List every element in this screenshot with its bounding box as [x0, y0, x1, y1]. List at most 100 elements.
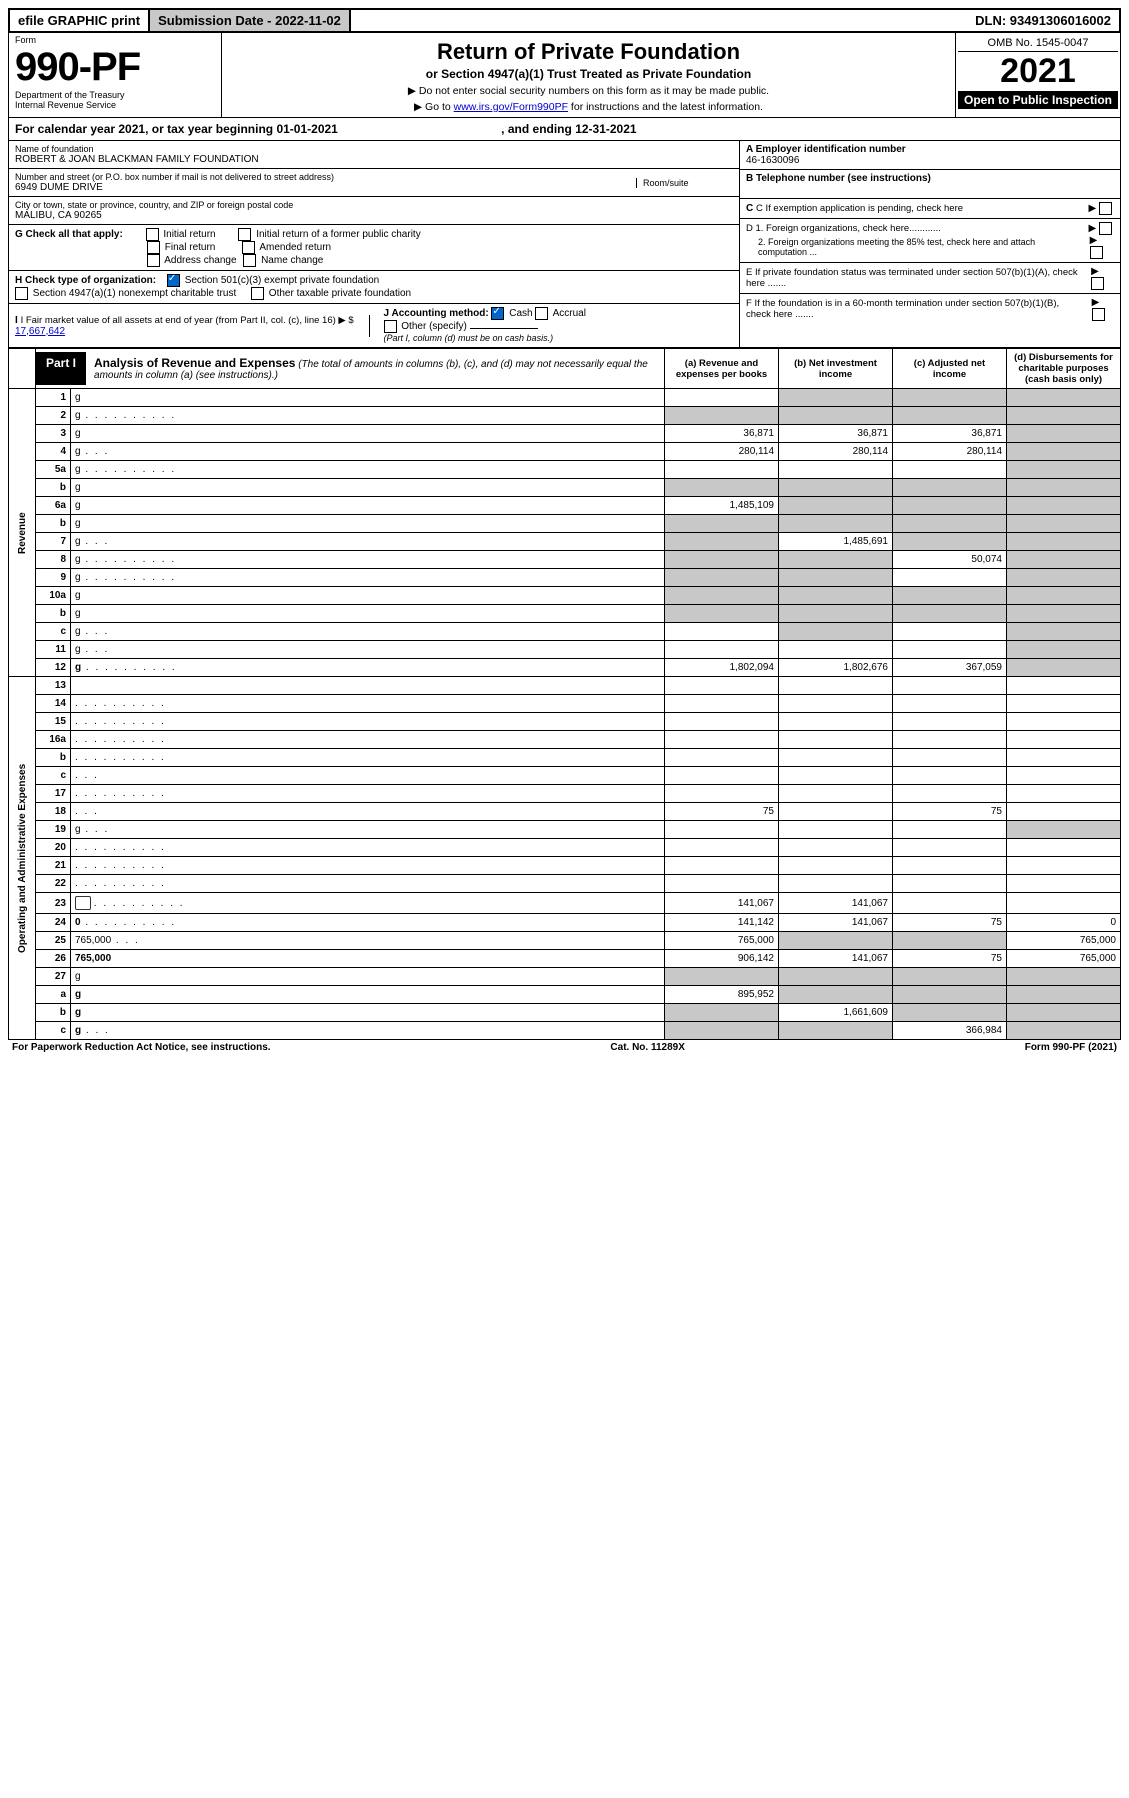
value-cell: 906,142 — [665, 950, 779, 968]
chk-accrual[interactable] — [535, 307, 548, 320]
line-description: g — [71, 1022, 665, 1040]
calendar-year-row: For calendar year 2021, or tax year begi… — [8, 118, 1121, 141]
form-link[interactable]: www.irs.gov/Form990PF — [454, 101, 568, 113]
value-cell — [665, 821, 779, 839]
street-address: 6949 DUME DRIVE — [15, 182, 334, 193]
value-cell: 895,952 — [665, 986, 779, 1004]
form-header: Form 990-PF Department of the Treasury I… — [8, 33, 1121, 118]
line-description — [71, 875, 665, 893]
table-row: 12g1,802,0941,802,676367,059 — [9, 659, 1121, 677]
line-number: 1 — [36, 389, 71, 407]
table-row: 26765,000906,142141,06775765,000 — [9, 950, 1121, 968]
line-description: g — [71, 443, 665, 461]
value-cell — [779, 713, 893, 731]
value-cell: 36,871 — [665, 425, 779, 443]
value-cell — [779, 623, 893, 641]
value-cell — [665, 461, 779, 479]
chk-final-return[interactable] — [147, 241, 160, 254]
chk-4947[interactable] — [15, 287, 28, 300]
chk-other-taxable[interactable] — [251, 287, 264, 300]
chk-e[interactable] — [1091, 277, 1104, 290]
line-description: 765,000 — [71, 932, 665, 950]
value-cell — [893, 731, 1007, 749]
line-number: 26 — [36, 950, 71, 968]
foundation-name-cell: Name of foundation ROBERT & JOAN BLACKMA… — [9, 141, 739, 169]
value-cell — [1007, 731, 1121, 749]
chk-other-method[interactable] — [384, 320, 397, 333]
value-cell — [893, 677, 1007, 695]
value-cell — [893, 695, 1007, 713]
table-row: bg — [9, 605, 1121, 623]
table-row: 16a — [9, 731, 1121, 749]
footer-right: Form 990-PF (2021) — [1025, 1042, 1117, 1053]
value-cell — [893, 968, 1007, 986]
chk-name-change[interactable] — [243, 254, 256, 267]
line-description: g — [71, 497, 665, 515]
value-cell — [893, 623, 1007, 641]
line-description — [71, 839, 665, 857]
section-d: D 1. Foreign organizations, check here..… — [740, 219, 1120, 263]
attachment-icon[interactable] — [75, 896, 91, 910]
value-cell — [1007, 767, 1121, 785]
form-title: Return of Private Foundation — [228, 39, 949, 65]
info-left: Name of foundation ROBERT & JOAN BLACKMA… — [9, 141, 739, 347]
line-description: g — [71, 659, 665, 677]
line-description: g — [71, 551, 665, 569]
line-number: 5a — [36, 461, 71, 479]
chk-c[interactable] — [1099, 202, 1112, 215]
line-description — [71, 713, 665, 731]
chk-d2[interactable] — [1090, 246, 1103, 259]
submission-date: Submission Date - 2022-11-02 — [150, 10, 351, 31]
chk-amended[interactable] — [242, 241, 255, 254]
table-row: bg — [9, 479, 1121, 497]
value-cell — [779, 968, 893, 986]
top-bar: efile GRAPHIC print Submission Date - 20… — [8, 8, 1121, 33]
value-cell — [1007, 968, 1121, 986]
chk-initial-return[interactable] — [146, 228, 159, 241]
line-number: 20 — [36, 839, 71, 857]
value-cell — [893, 389, 1007, 407]
section-c: C C If exemption application is pending,… — [740, 199, 1120, 219]
value-cell — [1007, 443, 1121, 461]
chk-d1[interactable] — [1099, 222, 1112, 235]
line-description: g — [71, 533, 665, 551]
table-row: 17 — [9, 785, 1121, 803]
value-cell — [1007, 1022, 1121, 1040]
value-cell — [665, 1004, 779, 1022]
value-cell: 1,802,676 — [779, 659, 893, 677]
chk-f[interactable] — [1092, 308, 1105, 321]
value-cell — [779, 389, 893, 407]
part1-table: Part I Analysis of Revenue and Expenses … — [8, 348, 1121, 1040]
value-cell — [893, 641, 1007, 659]
value-cell — [1007, 461, 1121, 479]
value-cell — [779, 932, 893, 950]
table-row: cg — [9, 623, 1121, 641]
table-row: 10ag — [9, 587, 1121, 605]
table-row: b — [9, 749, 1121, 767]
value-cell — [893, 821, 1007, 839]
value-cell — [779, 695, 893, 713]
value-cell — [1007, 803, 1121, 821]
value-cell — [893, 461, 1007, 479]
value-cell: 36,871 — [779, 425, 893, 443]
table-row: 21 — [9, 857, 1121, 875]
value-cell — [779, 677, 893, 695]
value-cell — [665, 875, 779, 893]
ein-cell: A Employer identification number 46-1630… — [740, 141, 1120, 170]
chk-initial-former[interactable] — [238, 228, 251, 241]
value-cell — [1007, 497, 1121, 515]
chk-cash[interactable] — [491, 307, 504, 320]
chk-address-change[interactable] — [147, 254, 160, 267]
value-cell — [1007, 893, 1121, 914]
city-cell: City or town, state or province, country… — [9, 197, 739, 225]
value-cell — [665, 407, 779, 425]
value-cell: 36,871 — [893, 425, 1007, 443]
table-row: 25765,000765,000765,000 — [9, 932, 1121, 950]
value-cell — [893, 479, 1007, 497]
value-cell — [779, 767, 893, 785]
line-number: a — [36, 986, 71, 1004]
line-number: 12 — [36, 659, 71, 677]
value-cell — [665, 641, 779, 659]
chk-501c3[interactable] — [167, 274, 180, 287]
instr-2: ▶ Go to www.irs.gov/Form990PF for instru… — [228, 101, 949, 113]
